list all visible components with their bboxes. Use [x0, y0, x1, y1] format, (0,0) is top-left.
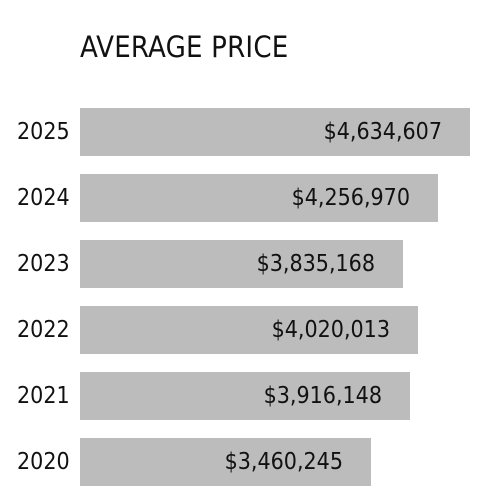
value-label-2024: $4,256,970 [291, 185, 410, 211]
bar-2020 [80, 438, 371, 486]
value-label-2023: $3,835,168 [256, 251, 375, 277]
category-label-2023: 2023 [17, 251, 70, 277]
category-label-2024: 2024 [17, 185, 70, 211]
value-label-2022: $4,020,013 [271, 317, 390, 343]
bar-2023 [80, 240, 403, 288]
value-label-2025: $4,634,607 [323, 119, 442, 145]
bar-2025 [80, 108, 470, 156]
category-label-2022: 2022 [17, 317, 70, 343]
value-label-2020: $3,460,245 [224, 449, 343, 475]
bar-2021 [80, 372, 410, 420]
category-label-2025: 2025 [17, 119, 70, 145]
chart-title: AVERAGE PRICE [80, 30, 289, 64]
value-label-2021: $3,916,148 [263, 383, 382, 409]
category-label-2021: 2021 [17, 383, 70, 409]
bar-2024 [80, 174, 438, 222]
category-label-2020: 2020 [17, 449, 70, 475]
bar-2022 [80, 306, 418, 354]
